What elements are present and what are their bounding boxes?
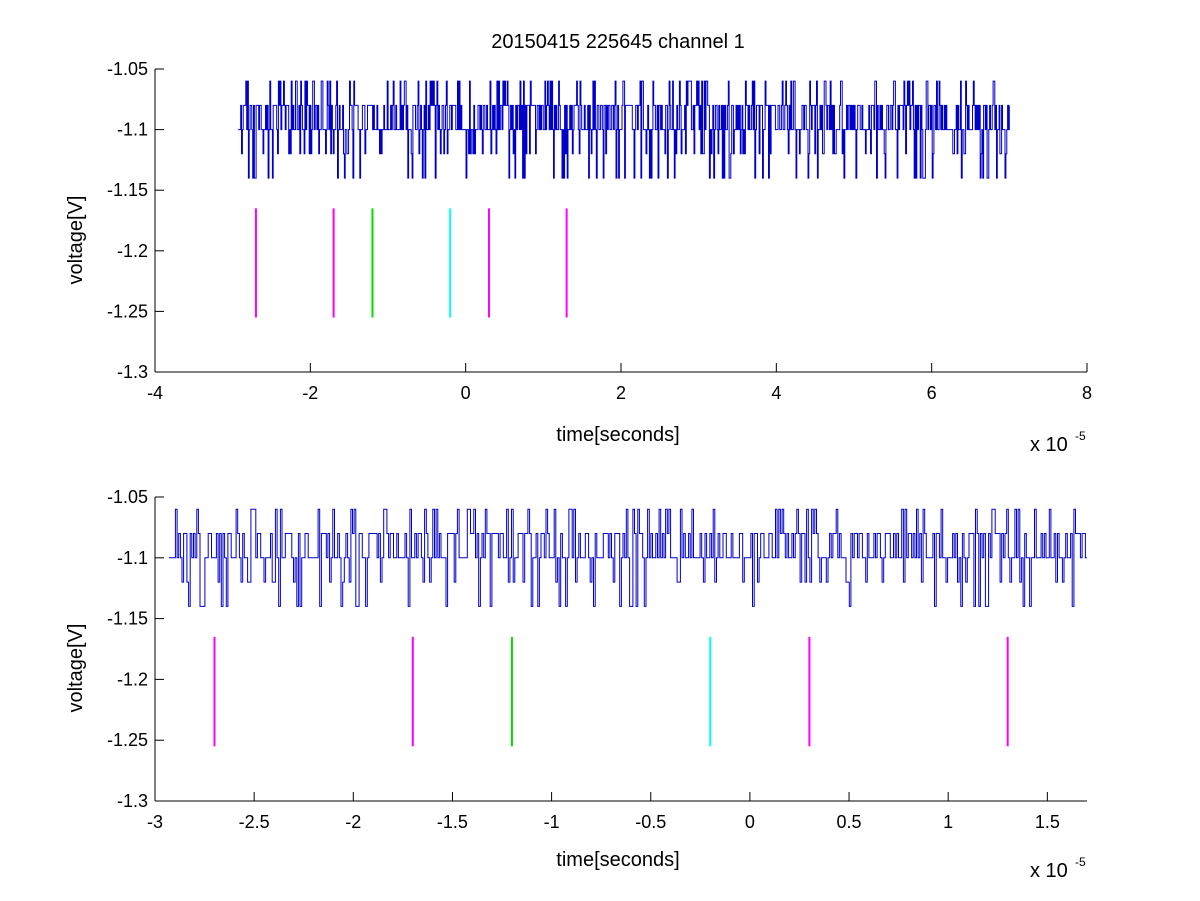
top-marker-lines bbox=[254, 208, 568, 318]
y-tick-label: -1.05 bbox=[107, 59, 148, 79]
top-y-axis-label: voltage[V] bbox=[65, 196, 87, 285]
y-tick-label: -1.2 bbox=[117, 241, 148, 261]
y-tick-label: -1.25 bbox=[107, 730, 148, 750]
figure-title: 20150415 225645 channel 1 bbox=[491, 31, 745, 53]
x-tick-label: -2 bbox=[302, 383, 318, 403]
top-x-tick-labels: -4 -2 0 2 4 6 8 bbox=[147, 383, 1092, 403]
x-tick-label: -3 bbox=[147, 812, 163, 832]
x-tick-label: -1.5 bbox=[437, 812, 468, 832]
y-tick-label: -1.25 bbox=[107, 301, 148, 321]
top-axes bbox=[154, 68, 1088, 373]
top-signal-trace bbox=[238, 80, 1010, 179]
x-tick-label: -0.5 bbox=[635, 812, 666, 832]
x-tick-label: 1 bbox=[943, 812, 953, 832]
bottom-y-tick-labels: -1.3 -1.25 -1.2 -1.15 -1.1 -1.05 bbox=[107, 487, 148, 811]
y-tick-label: -1.05 bbox=[107, 487, 148, 507]
x-tick-label: 2 bbox=[616, 383, 626, 403]
x-tick-label: -4 bbox=[147, 383, 163, 403]
y-tick-label: -1.15 bbox=[107, 180, 148, 200]
x-tick-label: 1.5 bbox=[1035, 812, 1060, 832]
signal-line bbox=[168, 508, 1087, 607]
bottom-x-exponent-label: x 10 bbox=[1030, 860, 1068, 882]
bottom-x-tick-labels: -3 -2.5 -2 -1.5 -1 -0.5 0 0.5 1 1.5 bbox=[147, 812, 1060, 832]
x-tick-label: -2 bbox=[345, 812, 361, 832]
bottom-marker-lines bbox=[213, 636, 1009, 747]
y-tick-label: -1.1 bbox=[117, 548, 148, 568]
x-tick-label: -1 bbox=[544, 812, 560, 832]
x-tick-label: 0.5 bbox=[837, 812, 862, 832]
bottom-signal-trace bbox=[168, 508, 1087, 607]
bottom-x-axis-label: time[seconds] bbox=[556, 849, 679, 871]
bottom-axes bbox=[154, 496, 1087, 802]
top-x-exponent-power: -5 bbox=[1075, 429, 1086, 443]
top-x-exponent-label: x 10 bbox=[1030, 434, 1068, 456]
top-y-tick-labels: -1.3 -1.25 -1.2 -1.15 -1.1 -1.05 bbox=[107, 59, 148, 382]
top-x-axis-label: time[seconds] bbox=[556, 424, 679, 446]
x-tick-label: 4 bbox=[771, 383, 781, 403]
x-tick-label: 0 bbox=[461, 383, 471, 403]
y-tick-label: -1.3 bbox=[117, 791, 148, 811]
y-tick-label: -1.2 bbox=[117, 669, 148, 689]
x-tick-label: 8 bbox=[1082, 383, 1092, 403]
bottom-y-axis-label: voltage[V] bbox=[65, 624, 87, 713]
top-plot-panel: -4 -2 0 2 4 6 8 -1.3 -1.25 -1.2 -1.15 -1.1 -1.05 ti… bbox=[65, 59, 1092, 456]
x-tick-label: 0 bbox=[745, 812, 755, 832]
y-tick-label: -1.15 bbox=[107, 609, 148, 629]
x-tick-label: 6 bbox=[927, 383, 937, 403]
y-tick-label: -1.1 bbox=[117, 120, 148, 140]
x-tick-label: -2.5 bbox=[239, 812, 270, 832]
signal-line bbox=[238, 80, 1010, 179]
bottom-plot-panel: -3 -2.5 -2 -1.5 -1 -0.5 0 0.5 1 1.5 -1.3 -1.25 -1.2… bbox=[65, 487, 1087, 882]
bottom-x-exponent-power: -5 bbox=[1075, 855, 1086, 869]
y-tick-label: -1.3 bbox=[117, 362, 148, 382]
